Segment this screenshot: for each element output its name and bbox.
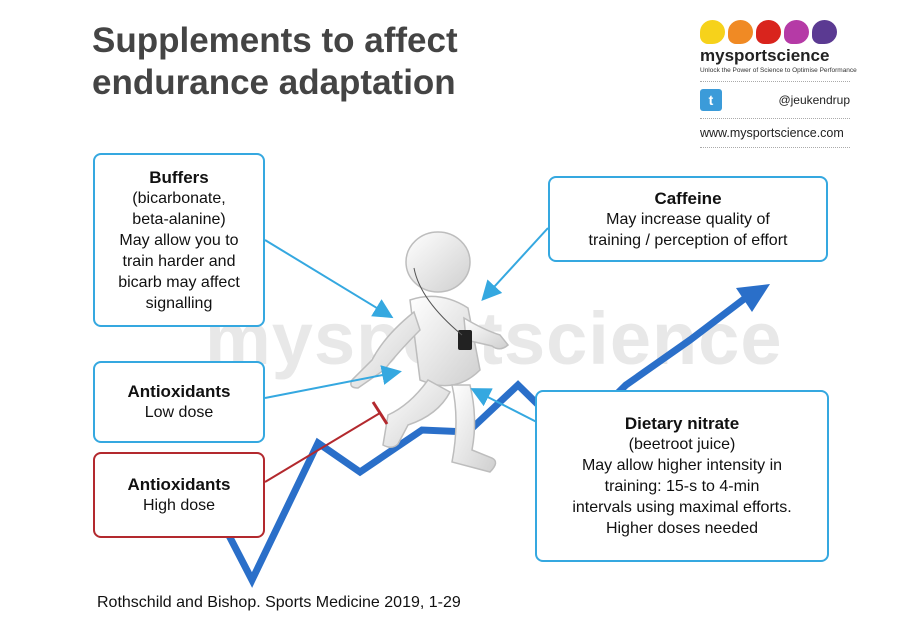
logo-dot-icon (784, 20, 809, 44)
box-nitrate-line: intervals using maximal efforts. (572, 499, 792, 516)
trend-arrowhead-icon (736, 284, 770, 312)
box-antioxidants-high: Antioxidants High dose (93, 452, 265, 538)
box-antioxidants-high-line: High dose (142, 497, 216, 514)
website-link[interactable]: www.mysportscience.com (700, 126, 844, 140)
brand-block: mysportscience Unlock the Power of Scien… (700, 20, 857, 155)
box-antioxidants-low: Antioxidants Low dose (93, 361, 265, 443)
brand-tagline: Unlock the Power of Science to Optimise … (700, 67, 857, 74)
arrow-buffers (264, 239, 394, 319)
box-nitrate-line: Higher doses needed (605, 520, 759, 537)
logo-dot-icon (756, 20, 781, 44)
box-buffers-line: signalling (145, 294, 213, 312)
logo-dot-icon (700, 20, 725, 44)
box-caffeine-heading: Caffeine (654, 188, 722, 208)
logo-dot-icon (812, 20, 837, 44)
box-antioxidants-low-line: Low dose (144, 404, 214, 421)
citation: Rothschild and Bishop. Sports Medicine 2… (97, 594, 461, 611)
inhibit-bar-icon (371, 401, 389, 425)
divider (700, 147, 850, 148)
box-nitrate-line: training: 15-s to 4-min (604, 478, 760, 495)
divider (700, 81, 850, 82)
logo-dot-icon (728, 20, 753, 44)
box-nitrate-heading: Dietary nitrate (624, 414, 740, 433)
box-buffers-line: (bicarbonate, (132, 189, 226, 207)
box-dietary-nitrate: Dietary nitrate (beetroot juice) May all… (535, 390, 829, 562)
divider (700, 118, 850, 119)
twitter-icon[interactable]: t (700, 89, 722, 111)
page-title: Supplements to affect endurance adaptati… (92, 20, 458, 104)
box-buffers-line: beta-alanine) (132, 210, 226, 228)
box-caffeine-line: May increase quality of (606, 210, 770, 228)
box-nitrate-line: May allow higher intensity in (581, 457, 783, 474)
box-buffers-line: May allow you to (119, 231, 239, 249)
box-buffers: Buffers (bicarbonate, beta-alanine) May … (93, 153, 265, 327)
arrow-caffeine (481, 227, 549, 301)
inhibit-antioxidants-high (264, 412, 381, 483)
brand-logo-dots (700, 20, 850, 44)
brand-name: mysportscience (700, 46, 830, 65)
arrow-antioxidants-low (264, 365, 402, 399)
box-buffers-line: bicarb may affect (118, 273, 240, 291)
box-antioxidants-low-heading: Antioxidants (127, 382, 231, 401)
box-buffers-heading: Buffers (149, 167, 209, 187)
box-antioxidants-high-heading: Antioxidants (127, 475, 231, 494)
box-nitrate-line: (beetroot juice) (628, 436, 736, 453)
box-caffeine-line: training / perception of effort (588, 231, 788, 249)
box-caffeine: Caffeine May increase quality of trainin… (548, 176, 828, 262)
title-line-2: endurance adaptation (92, 63, 456, 102)
twitter-row[interactable]: t @jeukendrup (700, 89, 850, 111)
earphone-cable (413, 267, 463, 336)
box-buffers-line: train harder and (122, 252, 236, 270)
title-line-1: Supplements to affect (92, 21, 458, 60)
runner-figure-icon (350, 231, 510, 473)
twitter-handle[interactable]: @jeukendrup (778, 93, 850, 107)
